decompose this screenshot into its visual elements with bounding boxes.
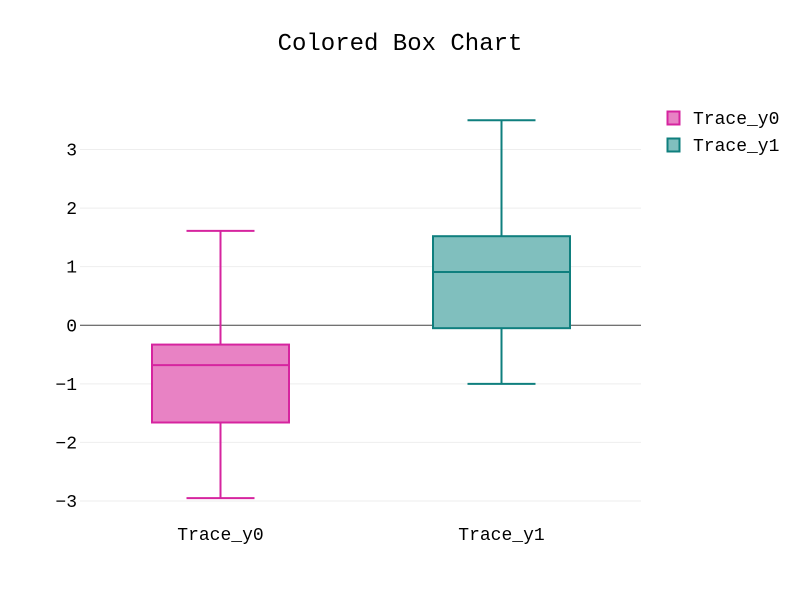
iqr-box bbox=[151, 343, 290, 424]
y-tick-label: 0 bbox=[66, 317, 77, 337]
legend-item: Trace_y0 bbox=[666, 110, 779, 130]
y-tick-label: 2 bbox=[66, 200, 77, 220]
x-axis-ticks: Trace_y0 Trace_y1 bbox=[177, 526, 544, 546]
box-plot-trace-y1 bbox=[432, 119, 571, 385]
legend-label: Trace_y0 bbox=[693, 110, 779, 130]
y-tick-label: −3 bbox=[55, 493, 77, 513]
boxes bbox=[151, 119, 571, 500]
legend-label: Trace_y1 bbox=[693, 137, 779, 157]
legend-item: Trace_y1 bbox=[666, 137, 779, 157]
box-plot-trace-y0 bbox=[151, 229, 290, 500]
legend-swatch bbox=[666, 137, 681, 153]
x-tick-label: Trace_y1 bbox=[458, 526, 544, 546]
y-tick-label: 3 bbox=[66, 142, 77, 162]
chart-title: Colored Box Chart bbox=[278, 31, 523, 58]
y-tick-label: −1 bbox=[55, 376, 77, 396]
iqr-box bbox=[432, 235, 571, 330]
y-tick-label: −2 bbox=[55, 434, 77, 454]
y-axis-ticks: 3 2 1 0 −1 −2 −3 bbox=[55, 142, 77, 514]
legend-swatch bbox=[666, 110, 681, 126]
legend: Trace_y0 Trace_y1 bbox=[666, 110, 779, 157]
x-tick-label: Trace_y0 bbox=[177, 526, 263, 546]
y-tick-label: 1 bbox=[66, 259, 77, 279]
